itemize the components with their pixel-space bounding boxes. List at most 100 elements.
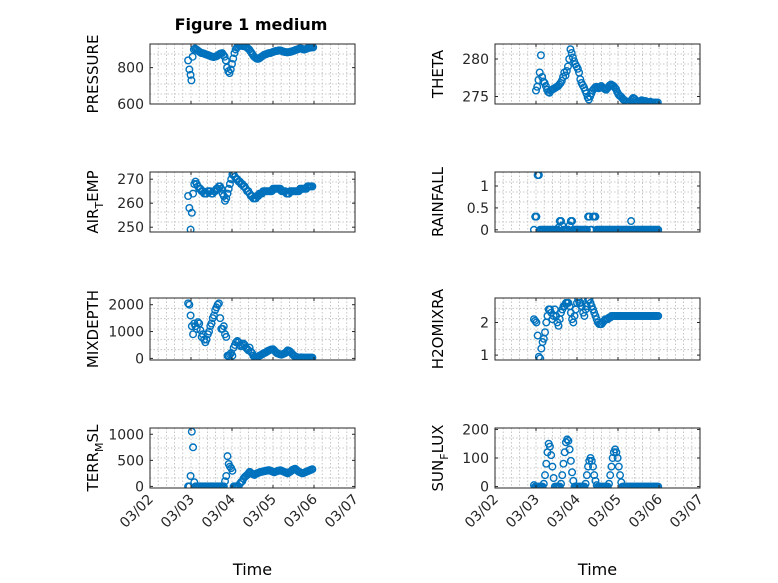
data-point bbox=[223, 189, 232, 198]
axes-box bbox=[149, 427, 356, 489]
data-point bbox=[202, 335, 211, 344]
data-point bbox=[186, 70, 195, 79]
data-point bbox=[654, 482, 663, 488]
data-point bbox=[591, 212, 600, 221]
x-tick-label: 03/03 bbox=[158, 492, 198, 532]
data-point bbox=[532, 86, 541, 95]
y-axis-label: AIRTEMP bbox=[84, 170, 106, 233]
y-tick-label: 0.5 bbox=[467, 201, 489, 217]
data-point bbox=[532, 318, 541, 327]
data-point bbox=[613, 454, 622, 463]
axes-box bbox=[149, 297, 356, 361]
y-tick-label: 2000 bbox=[108, 298, 144, 314]
data-point bbox=[189, 443, 198, 452]
data-point bbox=[225, 69, 234, 78]
y-tick-label: 1000 bbox=[108, 427, 144, 443]
y-axis-label: SUNFLUX bbox=[429, 425, 451, 492]
axes-box bbox=[149, 43, 356, 105]
data-point bbox=[537, 344, 546, 353]
panel-pressure: 600 800 PRESSURE bbox=[84, 35, 356, 114]
panel-mixdepth: 0 1000 2000 MIXDEPTH bbox=[84, 290, 356, 368]
series-mixdepth bbox=[184, 299, 317, 360]
data-point bbox=[536, 51, 545, 60]
data-point bbox=[223, 452, 232, 461]
data-point bbox=[221, 56, 230, 65]
data-point bbox=[567, 49, 576, 58]
data-point bbox=[564, 436, 573, 445]
data-point bbox=[187, 428, 196, 436]
data-point bbox=[654, 225, 663, 232]
data-point bbox=[542, 459, 551, 468]
x-axis-label: Time bbox=[577, 560, 617, 579]
data-point bbox=[568, 217, 577, 226]
data-point bbox=[557, 479, 566, 488]
data-point bbox=[184, 56, 193, 65]
panel-h2omixra: 1 2 H2OMIXRA bbox=[429, 288, 701, 369]
y-tick-label: 270 bbox=[117, 172, 144, 188]
data-point bbox=[227, 60, 236, 69]
y-axis-label: MIXDEPTH bbox=[84, 290, 102, 368]
data-point bbox=[189, 189, 198, 198]
y-axis-label: THETA bbox=[429, 49, 447, 99]
data-point bbox=[606, 471, 615, 480]
y-tick-label: 0 bbox=[480, 223, 489, 239]
y-tick-label: 0 bbox=[135, 351, 144, 367]
data-point bbox=[185, 300, 194, 309]
data-point bbox=[539, 479, 548, 488]
y-tick-label: 500 bbox=[117, 453, 144, 469]
data-point bbox=[193, 318, 202, 327]
data-point bbox=[184, 299, 193, 308]
panel-theta: 275 280 THETA bbox=[429, 43, 701, 106]
data-point bbox=[654, 311, 663, 320]
data-point bbox=[534, 352, 543, 360]
x-tick-label: 03/02 bbox=[462, 492, 502, 532]
data-point bbox=[186, 311, 195, 320]
data-point bbox=[187, 208, 196, 217]
data-point bbox=[308, 353, 317, 360]
axes-box bbox=[494, 297, 701, 361]
data-point bbox=[557, 217, 566, 226]
series-rainfall bbox=[529, 172, 663, 232]
data-point bbox=[604, 479, 613, 488]
data-point bbox=[239, 339, 248, 348]
data-point bbox=[189, 330, 198, 339]
data-point bbox=[536, 354, 545, 360]
y-tick-label: 0 bbox=[480, 480, 489, 496]
data-point bbox=[582, 471, 591, 480]
data-point bbox=[226, 65, 235, 74]
series-terr_msl bbox=[184, 428, 317, 488]
data-point bbox=[225, 462, 234, 471]
data-point bbox=[616, 471, 625, 480]
data-point bbox=[222, 472, 231, 481]
x-tick-label: 03/04 bbox=[544, 491, 584, 531]
y-tick-label: 1000 bbox=[108, 325, 144, 341]
y-tick-label: 260 bbox=[117, 196, 144, 212]
series-sun_flux bbox=[529, 435, 663, 488]
data-point bbox=[547, 451, 556, 460]
data-point bbox=[559, 459, 568, 468]
data-point bbox=[219, 482, 228, 488]
y-axis-label: PRESSURE bbox=[84, 35, 102, 114]
panel-sun_flux: 0 100 200 03/02 03/03 03/04 03/05 03/06 03/07 Tim… bbox=[429, 422, 707, 579]
data-point bbox=[581, 479, 590, 488]
data-point bbox=[541, 328, 550, 337]
x-tick-label: 03/07 bbox=[667, 492, 707, 532]
panel-terr_msl: 0 500 1000 03/02 03/03 03/04 03/05 03/06 03/07 Ti… bbox=[84, 424, 362, 579]
series-pressure bbox=[184, 44, 318, 85]
data-point bbox=[225, 179, 234, 188]
data-point bbox=[308, 465, 317, 474]
data-point bbox=[545, 442, 554, 451]
data-point bbox=[568, 468, 577, 477]
x-axis-label: Time bbox=[232, 560, 272, 579]
data-point bbox=[188, 52, 197, 61]
x-tick-label: 03/06 bbox=[281, 491, 321, 531]
data-point bbox=[582, 225, 591, 232]
data-point bbox=[532, 212, 541, 221]
data-point bbox=[653, 98, 662, 104]
data-point bbox=[534, 172, 543, 180]
y-tick-label: 1 bbox=[480, 348, 489, 364]
data-point bbox=[186, 225, 195, 232]
data-point bbox=[558, 471, 567, 480]
figure-title: Figure 1 medium bbox=[175, 15, 328, 34]
data-point bbox=[568, 53, 577, 62]
